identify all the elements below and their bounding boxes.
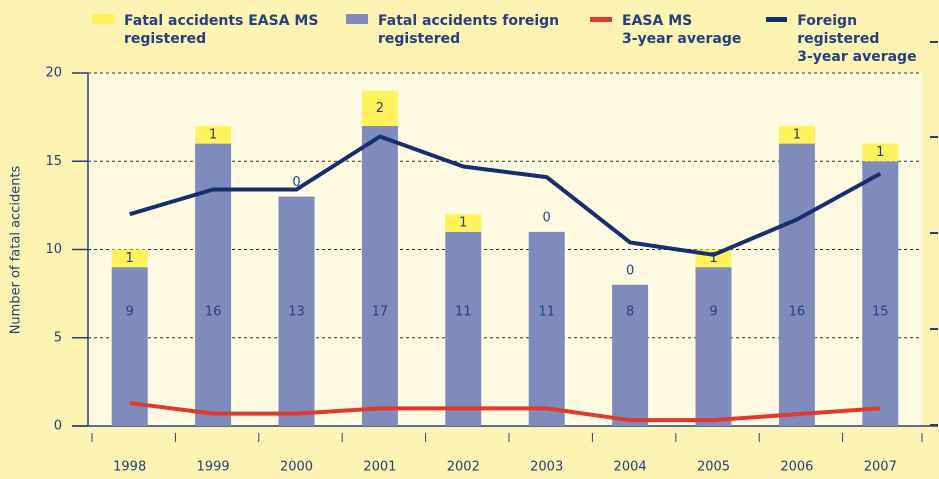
legend-swatch <box>766 17 788 22</box>
bar <box>111 267 148 426</box>
value-label: 1 <box>709 251 717 266</box>
x-tick-label: 2006 <box>780 460 813 475</box>
value-label: 2 <box>376 101 384 116</box>
legend-label: Fatal accidents foreign registered <box>378 13 560 47</box>
value-label: 0 <box>626 263 634 278</box>
bar <box>862 161 899 426</box>
value-label: 0 <box>292 175 300 190</box>
value-label: 1 <box>876 145 884 160</box>
x-tick-label: 2004 <box>614 460 647 475</box>
legend-swatch <box>92 14 114 24</box>
value-label: 1 <box>793 127 801 142</box>
legend-swatch <box>346 14 368 24</box>
legend-item: Fatal accidents EASA MS registered <box>92 12 318 48</box>
legend-label: Foreign registered 3-year average <box>797 13 917 65</box>
y-tick-label: 15 <box>45 154 62 169</box>
bar <box>612 284 649 426</box>
bar <box>278 196 315 426</box>
legend-label: Fatal accidents EASA MS registered <box>124 13 319 47</box>
value-label: 1 <box>459 216 467 231</box>
y-tick-label: 10 <box>45 242 62 257</box>
value-label: 16 <box>205 305 222 320</box>
x-tick-label: 1999 <box>197 460 230 475</box>
bar <box>361 125 398 426</box>
value-label: 13 <box>288 305 305 320</box>
value-label: 0 <box>543 210 551 225</box>
value-label: 15 <box>872 305 889 320</box>
value-label: 16 <box>789 305 806 320</box>
x-tick-label: 2003 <box>530 460 563 475</box>
x-tick-label: 1998 <box>113 460 146 475</box>
legend-item: Fatal accidents foreign registered <box>346 12 559 48</box>
bar <box>778 125 815 144</box>
legend-item: EASA MS 3-year average <box>590 12 741 48</box>
right-axis <box>930 41 938 426</box>
x-tick-label: 2001 <box>363 460 396 475</box>
value-label: 9 <box>709 305 717 320</box>
bar <box>195 143 232 426</box>
bar <box>195 125 232 144</box>
legend-label: EASA MS 3-year average <box>622 13 742 47</box>
bar <box>361 90 398 126</box>
x-tick-label: 2000 <box>280 460 313 475</box>
bar <box>862 143 899 162</box>
legend-item: Foreign registered 3-year average <box>766 12 939 66</box>
value-label: 17 <box>372 305 389 320</box>
value-label: 11 <box>538 305 555 320</box>
legend-swatch <box>590 17 612 22</box>
y-tick-label: 0 <box>54 419 62 434</box>
value-label: 1 <box>209 127 217 142</box>
x-tick-label: 2002 <box>447 460 480 475</box>
value-label: 11 <box>455 305 472 320</box>
bar <box>778 143 815 426</box>
y-axis-label: Number of fatal accidents <box>9 165 24 334</box>
y-tick-label: 5 <box>54 330 62 345</box>
bar <box>528 231 565 426</box>
bar <box>695 267 732 426</box>
bar <box>445 231 482 426</box>
value-label: 1 <box>126 251 134 266</box>
value-label: 9 <box>126 305 134 320</box>
value-label: 8 <box>626 305 634 320</box>
line <box>129 134 882 257</box>
y-tick-label: 20 <box>45 66 62 81</box>
bar <box>111 249 148 268</box>
line <box>129 401 881 423</box>
x-tick-label: 2005 <box>697 460 730 475</box>
bar <box>445 214 482 232</box>
x-tick-label: 2007 <box>864 460 897 475</box>
